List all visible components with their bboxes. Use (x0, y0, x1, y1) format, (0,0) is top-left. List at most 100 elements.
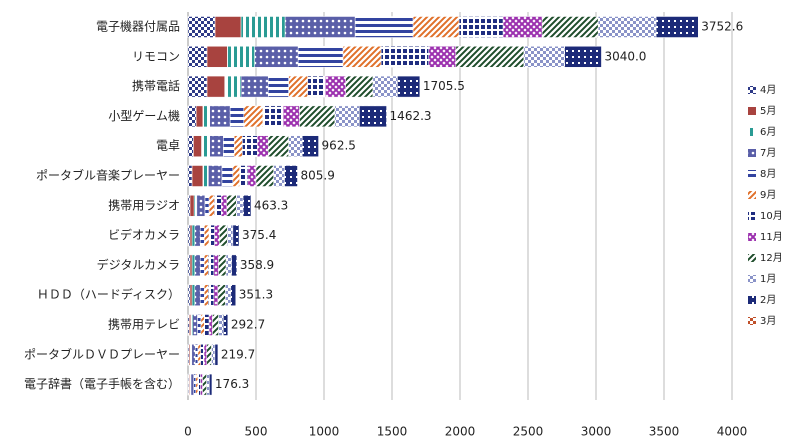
bar-segment (224, 75, 242, 98)
bar-segment (334, 105, 360, 128)
total-label: 805.9 (300, 169, 334, 183)
legend-label: 3月 (760, 315, 776, 327)
bar-segment (267, 135, 289, 157)
total-label: 375.4 (242, 228, 276, 242)
bar-segment (208, 254, 215, 277)
total-label: 3752.6 (701, 20, 743, 34)
bar-segment (187, 165, 193, 187)
x-tick-label: 2500 (513, 425, 544, 439)
bar-segment (597, 16, 657, 38)
legend-label: 10月 (760, 210, 783, 222)
y-tick-label: 小型ゲーム機 (108, 108, 180, 123)
bar-segment (227, 46, 255, 68)
bar-segment (208, 284, 215, 306)
legend-label: 12月 (760, 252, 783, 264)
legend-label: 2月 (760, 294, 776, 306)
bar-segment (187, 46, 208, 68)
bar-segment (412, 16, 460, 38)
bar-segment (541, 16, 599, 38)
bar-segment (202, 373, 207, 396)
legend-swatch (748, 128, 756, 136)
bar-segment (284, 165, 298, 187)
bar-segment (257, 135, 269, 157)
legend-swatch (748, 275, 756, 283)
legend-swatch (748, 149, 756, 157)
bar-segment (230, 284, 236, 306)
bar-segment (226, 195, 237, 217)
bar-segment (208, 165, 223, 187)
bar-segment (200, 373, 203, 396)
legend-swatch (748, 254, 756, 262)
bar-segment (242, 135, 258, 157)
y-tick-label: ポータブルＤＶＤプレーヤー (24, 346, 180, 361)
x-tick-label: 2000 (445, 425, 476, 439)
total-label: 351.3 (239, 288, 273, 302)
bar-segment (218, 314, 224, 336)
total-label: 219.7 (221, 347, 255, 361)
bar-segment (190, 314, 194, 336)
bar-segment (214, 224, 220, 247)
legend-swatch (748, 233, 756, 241)
bar-segment (397, 75, 421, 98)
bar-segment (195, 105, 204, 128)
bar-segment (325, 75, 347, 98)
bar-segment (288, 75, 308, 98)
bar-segment (345, 75, 374, 98)
bar-segment (217, 284, 226, 306)
legend-label: 4月 (760, 84, 776, 96)
legend-label: 11月 (760, 231, 783, 243)
bar-segment (223, 314, 229, 336)
bar-segment (221, 165, 234, 187)
y-tick-label: ポータブル音楽プレーヤー (36, 168, 180, 183)
bar-segment (191, 254, 196, 277)
bar-segment (342, 46, 382, 68)
bar-segment (455, 46, 525, 68)
bar-segment (206, 46, 228, 68)
x-tick-label: 4000 (717, 425, 748, 439)
bar-segment (284, 16, 356, 38)
bar-segment (187, 75, 208, 98)
bar-segment (206, 75, 225, 98)
bar-segment (221, 195, 228, 217)
bar-segment (208, 195, 215, 217)
bar-segment (523, 46, 565, 68)
legend-label: 6月 (760, 126, 776, 138)
total-label: 358.9 (240, 258, 274, 272)
legend-swatch (748, 170, 756, 178)
bar-segment (229, 105, 245, 128)
x-tick-label: 500 (245, 425, 268, 439)
bar-segment (262, 105, 284, 128)
bar-segment (232, 224, 240, 247)
x-tick-label: 0 (184, 425, 192, 439)
bar-segment (307, 75, 326, 98)
bar-segment (191, 165, 204, 187)
y-tick-label: 電子機器付属品 (96, 19, 180, 34)
bar-segment (267, 75, 289, 98)
bar-segment (282, 105, 300, 128)
bar-segment (301, 135, 319, 157)
bar-segment (240, 16, 286, 38)
bar-segment (190, 373, 194, 396)
bar-segment (502, 16, 543, 38)
bar-segment (195, 373, 199, 396)
bar-segment (193, 373, 197, 396)
total-label: 292.7 (231, 318, 265, 332)
bar-segment (191, 224, 196, 247)
bar-segment (213, 284, 219, 306)
y-tick-label: 携帯用ラジオ (108, 197, 180, 212)
legend-swatch (748, 296, 756, 304)
x-tick-label: 3500 (649, 425, 680, 439)
bar-segment (209, 373, 213, 396)
legend-label: 5月 (760, 105, 776, 117)
bar-segment (194, 344, 199, 366)
bar-segment (199, 224, 205, 247)
bar-segment (240, 75, 269, 98)
bar-segment (201, 135, 211, 157)
bar-segment (187, 284, 191, 306)
legend-label: 8月 (760, 168, 776, 180)
bar-segment (208, 314, 213, 336)
bar-segment (458, 16, 504, 38)
bar-segment (204, 284, 209, 306)
total-label: 3040.0 (604, 49, 646, 63)
